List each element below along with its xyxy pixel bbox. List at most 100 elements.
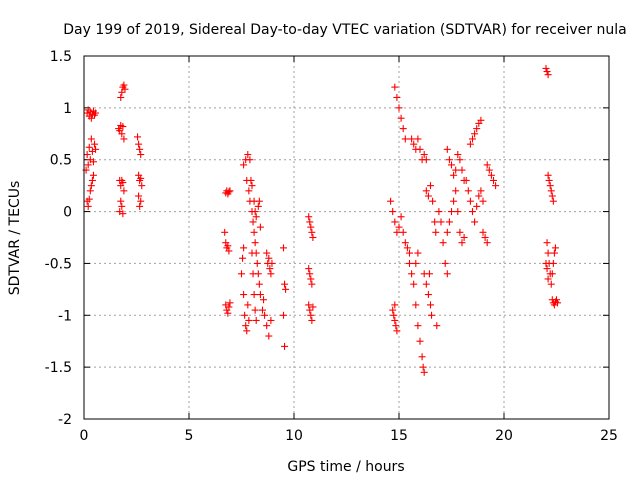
data-point	[261, 311, 269, 319]
grid-lines	[84, 56, 609, 419]
y-tick-label: 0.5	[50, 153, 72, 169]
data-point	[416, 145, 424, 153]
data-point	[399, 125, 407, 133]
data-point	[553, 296, 560, 304]
data-point	[427, 182, 434, 190]
data-point	[265, 254, 273, 262]
data-point	[91, 140, 98, 148]
data-point	[256, 291, 264, 299]
data-point	[309, 303, 317, 311]
data-point	[250, 228, 258, 236]
data-point	[483, 239, 491, 247]
data-point	[245, 187, 253, 195]
data-point	[238, 270, 245, 278]
data-point	[247, 176, 255, 184]
data-point	[399, 228, 407, 236]
data-point	[224, 242, 232, 250]
data-point	[225, 247, 233, 255]
data-point	[305, 213, 313, 221]
data-point	[542, 64, 550, 72]
data-point	[435, 208, 443, 216]
data-point	[267, 316, 275, 324]
data-point	[391, 301, 399, 309]
data-point	[416, 337, 424, 345]
data-point	[544, 275, 552, 283]
data-point	[245, 316, 253, 324]
data-point	[408, 135, 416, 143]
x-axis-label: GPS time / hours	[287, 459, 404, 475]
data-point	[87, 135, 95, 143]
data-point	[391, 316, 399, 324]
y-tick-label: -0.5	[45, 256, 72, 272]
data-point	[263, 249, 271, 257]
x-tick-label: 10	[285, 428, 303, 444]
y-axis-label: SDTVAR / TECUs	[7, 181, 23, 296]
data-point	[118, 88, 126, 96]
data-point	[305, 301, 313, 309]
data-point	[135, 192, 143, 200]
data-point	[414, 322, 422, 330]
data-point	[414, 135, 422, 143]
data-point	[406, 259, 413, 267]
data-point	[466, 140, 474, 148]
data-point	[92, 109, 100, 117]
data-point	[473, 202, 481, 210]
data-point	[118, 130, 126, 138]
data-point	[89, 171, 97, 179]
data-point	[137, 151, 145, 159]
data-point	[249, 218, 257, 226]
data-point	[308, 280, 316, 288]
data-point	[450, 171, 458, 179]
data-point	[395, 223, 403, 231]
x-tick-label: 20	[495, 428, 513, 444]
data-point	[117, 197, 125, 205]
data-point	[477, 187, 485, 195]
y-tick-label: -1.5	[45, 360, 72, 376]
data-point	[548, 192, 556, 200]
data-point	[119, 123, 127, 131]
data-point	[307, 311, 315, 319]
data-point	[401, 135, 409, 143]
data-point	[544, 249, 552, 257]
data-point	[260, 296, 268, 304]
data-point	[244, 151, 252, 159]
data-point	[406, 249, 413, 257]
data-point	[117, 93, 125, 101]
data-point	[456, 228, 464, 236]
data-point	[469, 135, 476, 143]
data-point	[492, 182, 500, 190]
data-point	[395, 104, 403, 112]
data-point	[408, 270, 416, 278]
data-point	[479, 197, 487, 205]
data-point	[307, 223, 315, 231]
data-point	[306, 306, 314, 314]
data-point	[226, 299, 234, 307]
data-point	[460, 234, 468, 241]
data-point	[464, 187, 472, 195]
data-point	[401, 239, 409, 247]
data-point	[471, 130, 479, 138]
data-point	[441, 259, 449, 267]
data-point	[251, 208, 259, 216]
data-point	[473, 125, 481, 133]
data-point	[544, 71, 552, 79]
data-point	[543, 239, 551, 247]
data-point	[267, 270, 275, 278]
data-point	[225, 303, 233, 311]
data-point	[397, 213, 405, 221]
data-point	[424, 291, 432, 299]
data-point	[255, 280, 263, 288]
data-point	[452, 187, 460, 195]
data-point	[137, 174, 145, 182]
data-point	[410, 280, 418, 288]
data-point	[477, 116, 485, 124]
data-point	[120, 135, 128, 143]
data-point	[306, 218, 314, 226]
data-point	[543, 265, 551, 273]
data-point	[306, 270, 314, 278]
data-point	[259, 306, 266, 314]
data-point	[225, 188, 233, 196]
data-point	[254, 202, 262, 210]
data-point	[490, 176, 497, 184]
data-point	[89, 158, 97, 166]
